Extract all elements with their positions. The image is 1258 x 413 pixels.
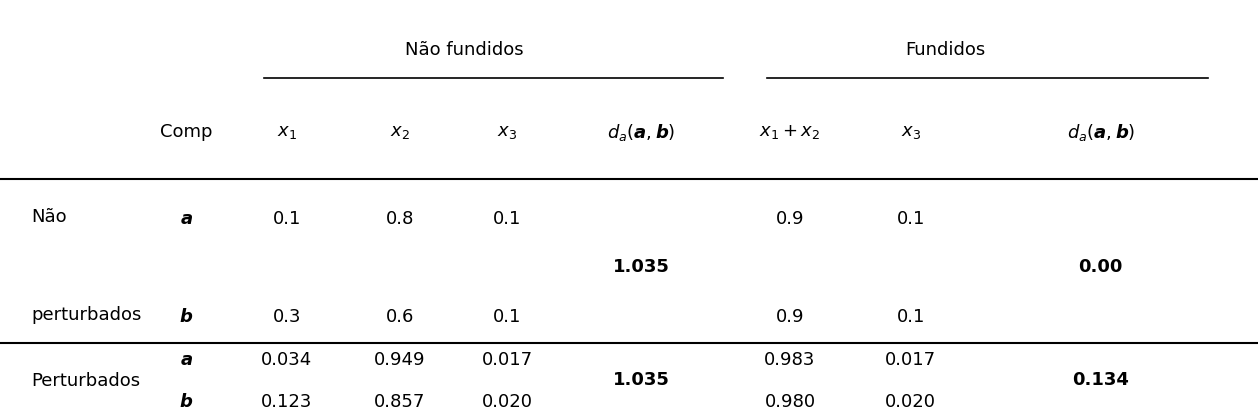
Text: 0.9: 0.9 (776, 307, 804, 325)
Text: 0.1: 0.1 (273, 210, 301, 228)
Text: 0.8: 0.8 (386, 210, 414, 228)
Text: $\boldsymbol{b}$: $\boldsymbol{b}$ (179, 392, 194, 410)
Text: 0.1: 0.1 (493, 307, 521, 325)
Text: Não: Não (31, 208, 67, 226)
Text: 1.035: 1.035 (613, 257, 671, 275)
Text: 0.017: 0.017 (482, 350, 532, 368)
Text: 0.020: 0.020 (482, 392, 532, 410)
Text: 0.134: 0.134 (1072, 370, 1130, 388)
Text: $x_3$: $x_3$ (901, 123, 921, 141)
Text: 0.017: 0.017 (886, 350, 936, 368)
Text: $\boldsymbol{b}$: $\boldsymbol{b}$ (179, 307, 194, 325)
Text: 0.00: 0.00 (1078, 257, 1123, 275)
Text: Não fundidos: Não fundidos (405, 40, 523, 59)
Text: 0.949: 0.949 (375, 350, 425, 368)
Text: $x_1$: $x_1$ (277, 123, 297, 141)
Text: 0.6: 0.6 (386, 307, 414, 325)
Text: $x_3$: $x_3$ (497, 123, 517, 141)
Text: 0.980: 0.980 (765, 392, 815, 410)
Text: $x_2$: $x_2$ (390, 123, 410, 141)
Text: 0.9: 0.9 (776, 210, 804, 228)
Text: Comp: Comp (160, 123, 213, 141)
Text: 0.1: 0.1 (897, 210, 925, 228)
Text: 1.035: 1.035 (613, 370, 671, 388)
Text: perturbados: perturbados (31, 305, 142, 323)
Text: 0.3: 0.3 (273, 307, 301, 325)
Text: Fundidos: Fundidos (906, 40, 985, 59)
Text: 0.1: 0.1 (897, 307, 925, 325)
Text: $d_a(\boldsymbol{a},\boldsymbol{b})$: $d_a(\boldsymbol{a},\boldsymbol{b})$ (1067, 122, 1135, 142)
Text: 0.034: 0.034 (262, 350, 312, 368)
Text: $d_a(\boldsymbol{a},\boldsymbol{b})$: $d_a(\boldsymbol{a},\boldsymbol{b})$ (608, 122, 676, 142)
Text: $\boldsymbol{a}$: $\boldsymbol{a}$ (180, 210, 192, 228)
Text: $\boldsymbol{a}$: $\boldsymbol{a}$ (180, 350, 192, 368)
Text: 0.857: 0.857 (375, 392, 425, 410)
Text: 0.983: 0.983 (765, 350, 815, 368)
Text: 0.123: 0.123 (262, 392, 312, 410)
Text: $x_1+x_2$: $x_1+x_2$ (760, 123, 820, 141)
Text: 0.1: 0.1 (493, 210, 521, 228)
Text: Perturbados: Perturbados (31, 371, 141, 389)
Text: 0.020: 0.020 (886, 392, 936, 410)
